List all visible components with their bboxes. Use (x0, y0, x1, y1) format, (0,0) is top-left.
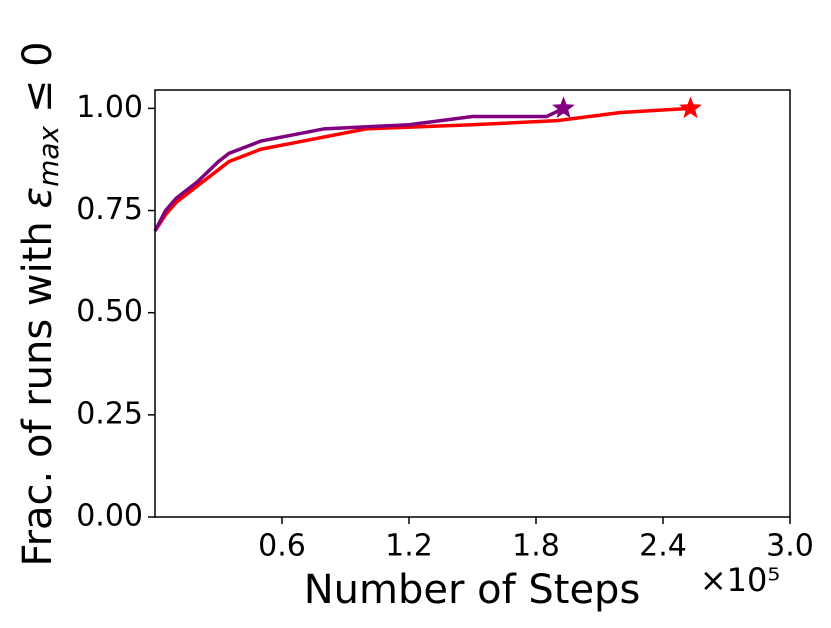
y-label-subscript: max (32, 125, 65, 186)
end-marker (552, 96, 575, 119)
y-tick-label: 0.75 (76, 192, 143, 227)
y-axis-label: Frac. of runs with εmax ≤ 0 (15, 41, 65, 566)
x-tick-label: 3.0 (766, 529, 814, 564)
y-label-symbol: ε (15, 187, 61, 209)
x-multiplier: ×10⁵ (700, 561, 780, 599)
series-line (153, 106, 565, 232)
x-tick-label: 1.2 (385, 529, 433, 564)
y-tick-label: 0.00 (76, 499, 143, 534)
x-tick-label: 1.8 (512, 529, 560, 564)
plot-frame (154, 89, 791, 518)
y-tick-label: 0.50 (76, 294, 143, 329)
y-label-text: Frac. of runs with (15, 209, 61, 567)
x-tick-label: 2.4 (639, 529, 687, 564)
y-tick-label: 1.00 (76, 90, 143, 125)
x-axis-label: Number of Steps (304, 567, 641, 613)
end-marker (679, 96, 702, 119)
series-line (153, 106, 691, 232)
y-label-tail: ≤ 0 (15, 41, 61, 125)
x-tick-label: 0.6 (258, 529, 306, 564)
y-tick-label: 0.25 (76, 396, 143, 431)
